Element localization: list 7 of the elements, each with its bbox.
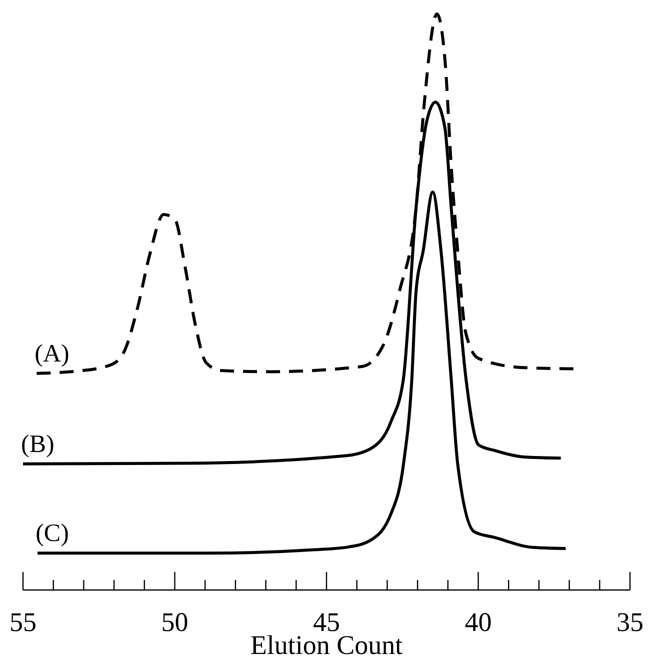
series-label: (B): [21, 430, 54, 458]
x-tick-label: 40: [464, 607, 492, 638]
x-tick-label: 55: [10, 607, 36, 638]
x-tick-label: 50: [161, 607, 188, 638]
series-label: (A): [34, 340, 70, 368]
series-label: (C): [36, 520, 69, 548]
x-tick-label: 35: [616, 607, 644, 638]
